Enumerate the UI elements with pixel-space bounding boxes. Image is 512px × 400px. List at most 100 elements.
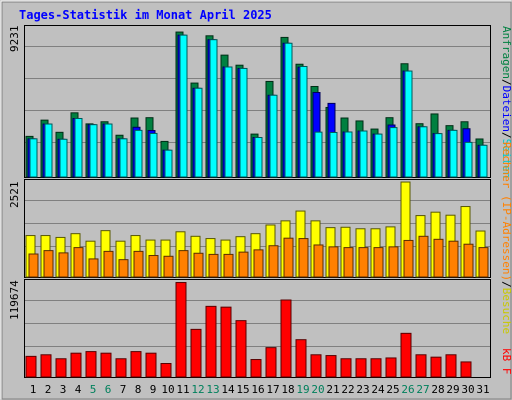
x-label-day-17: 17 bbox=[266, 383, 279, 396]
x-label-day-16: 16 bbox=[251, 383, 264, 396]
top-legend: Anfragen/Dateien/Seiten bbox=[500, 26, 512, 178]
bar-kbf-day-11 bbox=[175, 282, 187, 378]
bar-seiten-day-10 bbox=[164, 149, 173, 178]
bar-seiten-day-15 bbox=[239, 67, 248, 178]
bar-rechner-day-17 bbox=[268, 245, 279, 278]
legend-separator: / bbox=[500, 132, 512, 139]
bar-rechner-day-28 bbox=[433, 238, 444, 278]
bar-seiten-day-26 bbox=[404, 70, 413, 178]
bar-seiten-day-21 bbox=[329, 131, 338, 178]
bar-seiten-day-13 bbox=[209, 39, 218, 178]
bar-rechner-day-14 bbox=[223, 253, 234, 278]
bar-kbf-day-21 bbox=[325, 355, 337, 378]
x-label-day-2: 2 bbox=[45, 383, 52, 396]
x-label-day-12: 12 bbox=[191, 383, 204, 396]
bar-seiten-day-8 bbox=[134, 129, 143, 178]
bar-kbf-day-12 bbox=[190, 328, 202, 378]
bar-rechner-day-26 bbox=[403, 239, 414, 278]
bar-seiten-day-18 bbox=[284, 42, 293, 178]
legend-besuche: Besuche bbox=[500, 288, 512, 334]
x-label-day-27: 27 bbox=[416, 383, 429, 396]
bar-rechner-day-3 bbox=[58, 252, 69, 278]
bar-seiten-day-23 bbox=[359, 130, 368, 178]
middle-ymax-label: 2521 bbox=[8, 182, 21, 209]
bar-rechner-day-21 bbox=[328, 246, 339, 278]
bar-seiten-day-7 bbox=[119, 138, 128, 178]
legend-separator: / bbox=[500, 79, 512, 86]
x-label-day-26: 26 bbox=[401, 383, 414, 396]
bar-rechner-day-12 bbox=[193, 252, 204, 278]
top-ymax-label: 9231 bbox=[8, 26, 21, 53]
x-axis-labels: 1 2 3 4 5 6 7 8 9 10 11 12 13 14 15 16 17 18 19 20 21 22 23 24 2… bbox=[30, 383, 490, 396]
bar-seiten-day-12 bbox=[194, 87, 203, 178]
bar-seiten-day-6 bbox=[104, 123, 113, 178]
bar-seiten-day-31 bbox=[479, 144, 488, 178]
x-label-day-28: 28 bbox=[431, 383, 444, 396]
x-label-day-9: 9 bbox=[150, 383, 157, 396]
bar-kbf-day-13 bbox=[205, 305, 217, 378]
bar-rechner-day-6 bbox=[103, 250, 114, 278]
legend-separator: / bbox=[500, 281, 512, 288]
x-label-day-18: 18 bbox=[281, 383, 294, 396]
x-label-day-20: 20 bbox=[311, 383, 324, 396]
legend-rechner: Rechner (IP-Adressen) bbox=[500, 142, 512, 281]
bar-seiten-day-25 bbox=[389, 127, 398, 178]
bar-rechner-day-4 bbox=[73, 247, 84, 278]
bar-rechner-day-1 bbox=[28, 253, 39, 278]
x-label-day-29: 29 bbox=[446, 383, 459, 396]
bar-rechner-day-29 bbox=[448, 240, 459, 278]
bar-seiten-day-20 bbox=[314, 131, 323, 178]
bar-rechner-day-10 bbox=[163, 255, 174, 278]
bar-seiten-day-1 bbox=[29, 138, 38, 178]
bar-seiten-day-27 bbox=[419, 126, 428, 178]
bar-seiten-day-14 bbox=[224, 66, 233, 178]
bar-seiten-day-24 bbox=[374, 133, 383, 178]
bar-rechner-day-8 bbox=[133, 250, 144, 278]
bar-rechner-day-9 bbox=[148, 255, 159, 278]
x-label-day-5: 5 bbox=[90, 383, 97, 396]
bar-rechner-day-19 bbox=[298, 238, 309, 278]
bar-rechner-day-20 bbox=[313, 244, 324, 278]
bar-kbf-day-7 bbox=[115, 358, 127, 378]
bar-seiten-day-16 bbox=[254, 137, 263, 178]
x-label-day-3: 3 bbox=[60, 383, 67, 396]
x-label-day-7: 7 bbox=[120, 383, 127, 396]
x-label-day-10: 10 bbox=[161, 383, 174, 396]
bar-rechner-day-15 bbox=[238, 251, 249, 278]
x-label-day-4: 4 bbox=[75, 383, 82, 396]
bar-kbf-day-14 bbox=[220, 306, 232, 378]
x-label-day-22: 22 bbox=[341, 383, 354, 396]
bar-kbf-day-17 bbox=[265, 347, 277, 378]
x-label-day-11: 11 bbox=[176, 383, 189, 396]
bar-kbf-day-15 bbox=[235, 320, 247, 378]
bar-kbf-day-29 bbox=[445, 354, 457, 378]
bar-kbf-day-6 bbox=[100, 352, 112, 378]
bar-seiten-day-17 bbox=[269, 94, 278, 178]
x-label-day-14: 14 bbox=[221, 383, 235, 396]
bar-seiten-day-19 bbox=[299, 66, 308, 178]
bar-rechner-day-5 bbox=[88, 258, 99, 278]
x-label-day-13: 13 bbox=[206, 383, 219, 396]
x-label-day-25: 25 bbox=[386, 383, 399, 396]
bar-kbf-day-30 bbox=[460, 361, 472, 378]
bar-kbf-day-2 bbox=[40, 354, 52, 378]
bar-seiten-day-9 bbox=[149, 132, 158, 178]
bar-rechner-day-11 bbox=[178, 250, 189, 278]
chart-bars bbox=[25, 31, 489, 378]
bar-seiten-day-3 bbox=[59, 138, 68, 178]
bar-rechner-day-30 bbox=[463, 243, 474, 278]
bar-kbf-day-5 bbox=[85, 351, 97, 378]
x-label-day-6: 6 bbox=[105, 383, 112, 396]
bar-kbf-day-1 bbox=[25, 355, 37, 378]
bar-seiten-day-2 bbox=[44, 123, 53, 178]
x-label-day-24: 24 bbox=[371, 383, 385, 396]
legend-anfragen: Anfragen bbox=[500, 26, 512, 79]
x-label-day-8: 8 bbox=[135, 383, 142, 396]
bar-rechner-day-18 bbox=[283, 237, 294, 278]
bar-rechner-day-13 bbox=[208, 253, 219, 278]
bar-rechner-day-27 bbox=[418, 235, 429, 278]
bottom-ymax-label: 119674 bbox=[8, 280, 21, 320]
bar-rechner-day-24 bbox=[373, 247, 384, 278]
bar-kbf-day-9 bbox=[145, 352, 157, 378]
